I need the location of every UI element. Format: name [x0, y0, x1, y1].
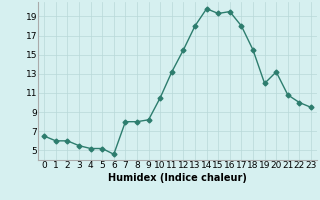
- X-axis label: Humidex (Indice chaleur): Humidex (Indice chaleur): [108, 173, 247, 183]
